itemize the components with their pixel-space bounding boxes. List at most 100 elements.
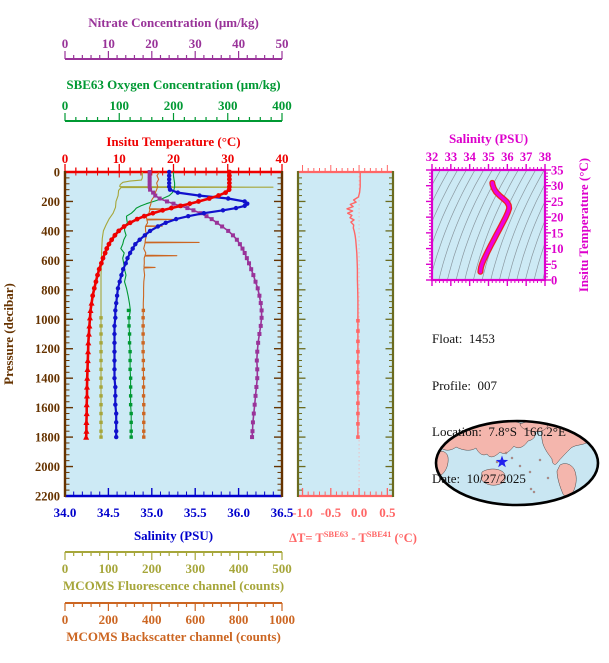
svg-text:15: 15 bbox=[551, 226, 564, 240]
svg-text:Insitu Temperature (°C): Insitu Temperature (°C) bbox=[576, 158, 591, 292]
dt-label-sup2: SBE41 bbox=[366, 529, 392, 539]
svg-text:0.0: 0.0 bbox=[351, 505, 367, 520]
svg-text:800: 800 bbox=[41, 283, 60, 297]
svg-text:36: 36 bbox=[501, 150, 514, 164]
float-info-date: Date: 10/27/2025 bbox=[432, 470, 526, 486]
svg-text:800: 800 bbox=[229, 612, 249, 627]
svg-text:32: 32 bbox=[426, 150, 439, 164]
svg-text:1600: 1600 bbox=[35, 401, 60, 415]
svg-text:200: 200 bbox=[99, 612, 119, 627]
svg-text:50: 50 bbox=[276, 36, 289, 51]
float-info-location: Location: 7.8°S 166.2°E bbox=[432, 424, 566, 439]
svg-text:20: 20 bbox=[167, 151, 180, 166]
svg-text:36.0: 36.0 bbox=[227, 505, 250, 520]
svg-text:34.5: 34.5 bbox=[97, 505, 120, 520]
svg-text:0: 0 bbox=[551, 274, 557, 288]
svg-text:0: 0 bbox=[62, 98, 69, 113]
svg-text:Nitrate Concentration (μm/kg): Nitrate Concentration (μm/kg) bbox=[88, 15, 259, 30]
svg-text:30: 30 bbox=[189, 36, 202, 51]
svg-text:Pressure (decibar): Pressure (decibar) bbox=[1, 283, 16, 385]
oxygen-axis-ruler: 0 100 200 300 400 SBE63 Oxygen Concentration … bbox=[62, 77, 292, 122]
svg-text:37: 37 bbox=[520, 150, 533, 164]
pressure-axis: 0 200 400 600 800 1000 1200 1400 1600 1800 2000 220… bbox=[1, 166, 281, 504]
svg-text:SBE63 Oxygen Concentration (μm: SBE63 Oxygen Concentration (μm/kg) bbox=[66, 77, 280, 92]
svg-text:-0.5: -0.5 bbox=[321, 505, 342, 520]
series-nitrate bbox=[147, 170, 264, 440]
svg-text:33: 33 bbox=[445, 150, 458, 164]
svg-text:300: 300 bbox=[185, 561, 205, 576]
svg-text:500: 500 bbox=[272, 561, 292, 576]
series-backscatter bbox=[141, 171, 200, 439]
svg-text:40: 40 bbox=[276, 151, 289, 166]
svg-text:600: 600 bbox=[41, 254, 60, 268]
svg-text:2200: 2200 bbox=[35, 490, 60, 504]
svg-text:1400: 1400 bbox=[35, 372, 60, 386]
svg-text:200: 200 bbox=[142, 561, 162, 576]
ts-curve bbox=[477, 179, 513, 275]
svg-text:0: 0 bbox=[62, 36, 69, 51]
svg-text:200: 200 bbox=[164, 98, 184, 113]
delta-t-panel: -1.0 -0.5 0.0 0.5 bbox=[292, 165, 396, 520]
svg-text:5: 5 bbox=[551, 258, 557, 272]
svg-text:10: 10 bbox=[113, 151, 126, 166]
svg-text:35: 35 bbox=[482, 150, 495, 164]
svg-text:10: 10 bbox=[551, 242, 564, 256]
svg-text:36.5: 36.5 bbox=[271, 505, 294, 520]
dt-label-suffix: (°C) bbox=[391, 531, 417, 546]
svg-text:35.0: 35.0 bbox=[140, 505, 163, 520]
svg-text:40: 40 bbox=[232, 36, 245, 51]
svg-text:600: 600 bbox=[185, 612, 205, 627]
series-fluorescence bbox=[99, 172, 274, 439]
series-salinity bbox=[112, 169, 250, 440]
svg-text:100: 100 bbox=[99, 561, 119, 576]
series-delta_t bbox=[346, 172, 361, 439]
dt-label-mid: - T bbox=[348, 531, 367, 546]
svg-text:1000: 1000 bbox=[269, 612, 295, 627]
svg-text:1200: 1200 bbox=[35, 342, 60, 356]
dt-label-prefix: ΔT= T bbox=[289, 531, 324, 546]
temperature-axis: 0 10 20 30 40 Insitu Temperature (°C) bbox=[62, 134, 289, 178]
salinity-axis: 34.0 34.5 35.0 35.5 36.0 36.5 Salinity (PSU) bbox=[54, 488, 294, 543]
isopycnal-contours bbox=[433, 171, 544, 279]
svg-text:34.0: 34.0 bbox=[54, 505, 77, 520]
svg-text:Salinity (PSU): Salinity (PSU) bbox=[134, 528, 213, 543]
svg-text:30: 30 bbox=[221, 151, 234, 166]
dt-label-sup1: SBE63 bbox=[323, 529, 349, 539]
svg-text:2000: 2000 bbox=[35, 460, 60, 474]
svg-text:1000: 1000 bbox=[35, 313, 60, 327]
svg-text:Salinity (PSU): Salinity (PSU) bbox=[449, 131, 528, 146]
fluorescence-axis-ruler: 0 100 200 300 400 500 MCOMS Fluorescence chann… bbox=[62, 551, 292, 593]
svg-text:35: 35 bbox=[551, 164, 564, 178]
svg-text:0: 0 bbox=[54, 166, 60, 180]
float-info-profile: Profile: 007 bbox=[432, 377, 497, 393]
world-map bbox=[434, 419, 600, 507]
svg-text:400: 400 bbox=[41, 224, 60, 238]
svg-text:300: 300 bbox=[218, 98, 238, 113]
svg-text:38: 38 bbox=[539, 150, 552, 164]
delta-t-axis-label: ΔT= TSBE63 - TSBE41 (°C) bbox=[288, 529, 418, 546]
series-oxygen bbox=[120, 172, 176, 439]
svg-text:400: 400 bbox=[272, 98, 292, 113]
svg-text:20: 20 bbox=[551, 211, 564, 225]
svg-text:200: 200 bbox=[41, 195, 60, 209]
svg-text:20: 20 bbox=[145, 36, 158, 51]
float-location-star bbox=[495, 455, 509, 468]
svg-text:10: 10 bbox=[102, 36, 115, 51]
svg-text:MCOMS Backscatter channel (cou: MCOMS Backscatter channel (counts) bbox=[66, 629, 281, 644]
backscatter-axis-ruler: 0 200 400 600 800 1000 MCOMS Backscatter chann… bbox=[62, 602, 295, 644]
svg-text:MCOMS Fluorescence channel (co: MCOMS Fluorescence channel (counts) bbox=[63, 578, 284, 593]
svg-text:400: 400 bbox=[229, 561, 249, 576]
series-temperature bbox=[83, 169, 232, 440]
main-profile-panel: 0 10 20 30 40 Insitu Temperature (°C) 0 200 400 6… bbox=[1, 134, 294, 543]
svg-text:400: 400 bbox=[142, 612, 162, 627]
svg-text:0: 0 bbox=[62, 612, 69, 627]
svg-text:0: 0 bbox=[62, 561, 69, 576]
svg-text:34: 34 bbox=[463, 150, 476, 164]
svg-text:30: 30 bbox=[551, 179, 564, 193]
nitrate-axis-ruler: 0 10 20 30 40 50 Nitrate Concentration (μm/kg) bbox=[62, 15, 289, 60]
svg-text:0: 0 bbox=[62, 151, 69, 166]
svg-text:Insitu Temperature (°C): Insitu Temperature (°C) bbox=[106, 134, 240, 149]
float-info-float: Float: 1453 bbox=[432, 331, 495, 346]
